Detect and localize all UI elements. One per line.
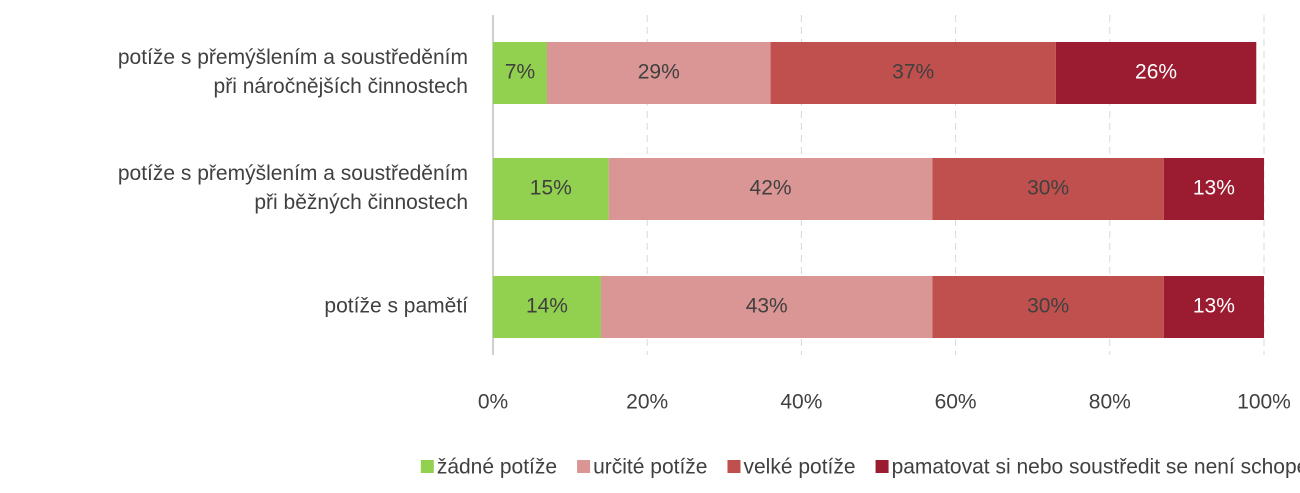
legend-label: velké potíže <box>743 456 855 479</box>
bar-segment <box>1163 276 1264 338</box>
bar-segment <box>932 158 1164 220</box>
legend-swatch <box>420 460 434 473</box>
y-tick-label: potíže s pamětí <box>324 295 468 318</box>
bar-segment <box>1055 42 1257 104</box>
legend-swatch <box>875 460 889 473</box>
bar-segment <box>932 276 1164 338</box>
y-tick-label: potíže s přemýšlením a soustředěním <box>118 46 468 69</box>
data-label: 37% <box>892 61 934 84</box>
data-label: 15% <box>530 177 572 200</box>
data-label: 30% <box>1027 177 1069 200</box>
y-tick-label: potíže s přemýšlením a soustředěním <box>118 162 468 185</box>
data-label: 13% <box>1193 177 1235 200</box>
data-label: 7% <box>505 61 535 84</box>
legend-swatch <box>577 460 591 473</box>
x-tick-label: 0% <box>478 391 508 414</box>
data-label: 29% <box>638 61 680 84</box>
bar-segment <box>600 276 933 338</box>
y-tick-label: při náročnějších činnostech <box>214 75 468 98</box>
data-label: 43% <box>746 295 788 318</box>
bar-segment <box>493 158 609 220</box>
x-tick-label: 100% <box>1237 391 1291 414</box>
bar-segment <box>1163 158 1264 220</box>
bar-segment <box>493 42 547 104</box>
bar-segment <box>546 42 771 104</box>
bar-segment <box>770 42 1056 104</box>
legend-label: žádné potíže <box>437 456 557 479</box>
legend-swatch <box>727 460 741 473</box>
data-label: 30% <box>1027 295 1069 318</box>
data-label: 42% <box>750 177 792 200</box>
y-tick-label: při běžných činnostech <box>254 191 468 214</box>
x-tick-label: 60% <box>935 391 977 414</box>
legend-label: pamatovat si nebo soustředit se není sch… <box>892 456 1300 479</box>
data-label: 26% <box>1135 61 1177 84</box>
data-label: 13% <box>1193 295 1235 318</box>
legend-label: určité potíže <box>593 456 707 479</box>
x-tick-label: 80% <box>1089 391 1131 414</box>
data-label: 14% <box>526 295 568 318</box>
x-tick-label: 20% <box>626 391 668 414</box>
legend: žádné potíže určité potíže velké potíže pam… <box>420 456 1300 479</box>
bar-segment <box>608 158 933 220</box>
x-tick-label: 40% <box>780 391 822 414</box>
bar-segment <box>493 276 601 338</box>
